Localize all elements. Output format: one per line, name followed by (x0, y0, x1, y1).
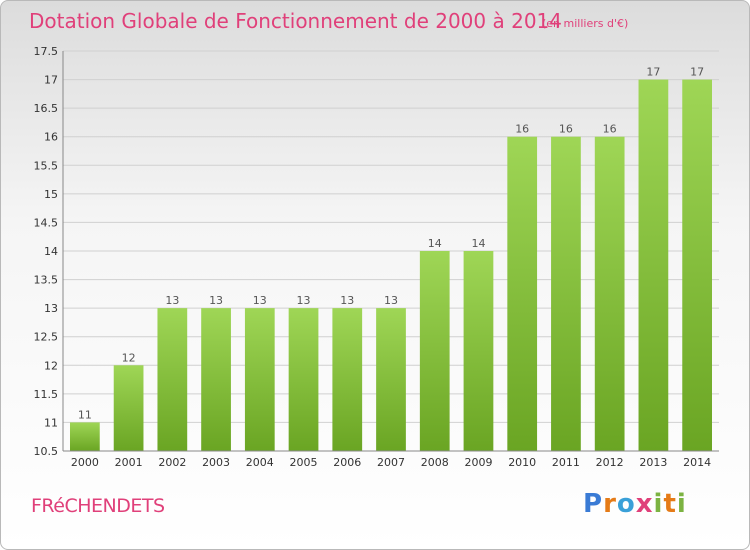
x-tick-label: 2003 (202, 456, 230, 469)
bar-2011 (551, 136, 581, 451)
bar-value-label: 16 (515, 123, 529, 136)
bar-value-label: 13 (253, 294, 267, 307)
y-tick-label: 12.5 (34, 331, 59, 344)
bar-2010 (507, 136, 538, 451)
y-tick-label: 14 (44, 245, 58, 258)
bar-2009 (463, 251, 494, 451)
y-tick-label: 11 (44, 416, 58, 429)
bar-value-label: 17 (690, 66, 704, 79)
y-tick-label: 15 (44, 188, 58, 201)
bar-2001 (113, 365, 144, 451)
bar-2003 (201, 308, 231, 451)
bar-2006 (332, 308, 363, 451)
x-tick-label: 2000 (71, 456, 99, 469)
y-tick-label: 16 (44, 131, 58, 144)
bar-2012 (594, 136, 625, 451)
x-tick-label: 2002 (158, 456, 186, 469)
y-tick-label: 13.5 (34, 274, 59, 287)
proxiti-logo: Proxiti (583, 489, 687, 519)
x-tick-label: 2014 (683, 456, 711, 469)
y-tick-label: 10.5 (34, 445, 59, 458)
y-tick-label: 17.5 (34, 45, 59, 58)
bar-value-label: 13 (165, 294, 179, 307)
bar-2005 (288, 308, 319, 451)
x-tick-label: 2001 (115, 456, 143, 469)
x-tick-label: 2007 (377, 456, 405, 469)
bar-2014 (682, 79, 713, 452)
commune-name: FRéCHENDETS (31, 495, 165, 517)
y-tick-label: 16.5 (34, 102, 59, 115)
y-tick-label: 13 (44, 302, 58, 315)
chart-subtitle: (en milliers d'€) (542, 17, 629, 30)
x-tick-label: 2005 (290, 456, 318, 469)
y-tick-label: 12 (44, 359, 58, 372)
x-tick-label: 2010 (508, 456, 536, 469)
y-tick-label: 14.5 (34, 216, 59, 229)
bar-value-label: 13 (340, 294, 354, 307)
x-tick-label: 2011 (552, 456, 580, 469)
x-tick-label: 2012 (596, 456, 624, 469)
bar-value-label: 16 (603, 123, 617, 136)
bar-value-label: 12 (122, 351, 136, 364)
x-tick-label: 2009 (464, 456, 492, 469)
bars: 11 12 13 13 13 13 13 13 14 14 16 16 16 17 17 (69, 66, 713, 452)
bar-2008 (419, 251, 450, 451)
bar-value-label: 13 (297, 294, 311, 307)
bar-value-label: 13 (209, 294, 223, 307)
y-tick-label: 17 (44, 74, 58, 87)
y-tick-label: 11.5 (34, 388, 59, 401)
bar-2000 (69, 422, 100, 451)
x-tick-label: 2008 (421, 456, 449, 469)
y-tick-label: 15.5 (34, 159, 59, 172)
bar-2002 (157, 308, 188, 451)
bar-value-label: 14 (428, 237, 442, 250)
chart-title: Dotation Globale de Fonctionnement de 20… (29, 9, 562, 33)
bar-2004 (244, 308, 275, 451)
bar-value-label: 17 (646, 66, 660, 79)
axes: 10.5 11 11.5 12 12.5 13 13.5 14 14.5 15 15.5 16 16.5… (34, 45, 719, 469)
x-tick-label: 2006 (333, 456, 361, 469)
x-tick-label: 2004 (246, 456, 274, 469)
bar-value-label: 13 (384, 294, 398, 307)
bar-value-label: 14 (471, 237, 485, 250)
bar-2013 (638, 79, 669, 452)
bar-value-label: 16 (559, 123, 573, 136)
bar-2007 (376, 308, 406, 451)
bar-value-label: 11 (78, 408, 92, 421)
x-tick-label: 2013 (639, 456, 667, 469)
